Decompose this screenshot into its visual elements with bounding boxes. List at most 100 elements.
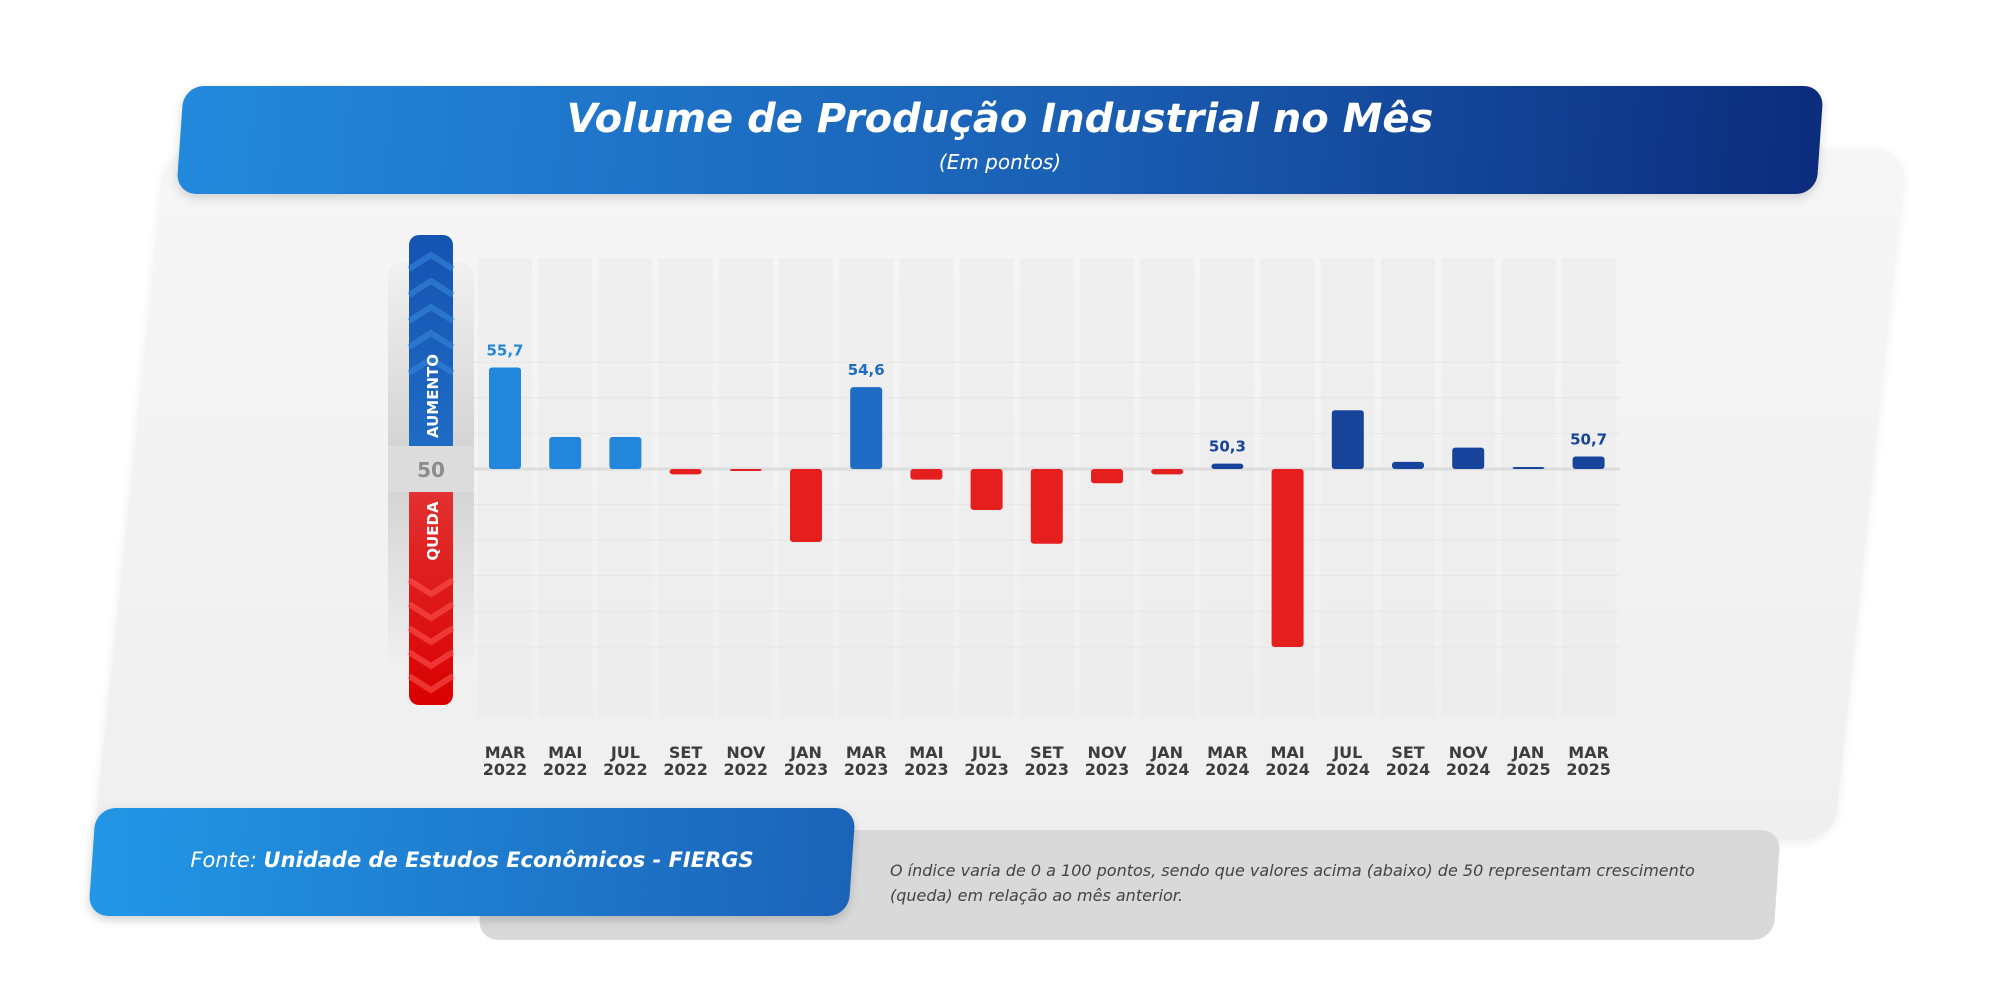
column-stripe	[1561, 258, 1616, 718]
bar	[790, 469, 822, 542]
chevron-down-icon	[407, 601, 455, 622]
x-tick-year: 2023	[1025, 760, 1070, 779]
chevron-down-icon	[407, 649, 455, 670]
column-stripe	[1200, 258, 1255, 718]
x-axis-labels: MAR2022MAI2022JUL2022SET2022NOV2022JAN20…	[483, 743, 1611, 779]
chevron-up-icon	[407, 251, 455, 272]
column-stripe	[899, 258, 954, 718]
chart-subtitle: (Em pontos)	[938, 150, 1062, 174]
column-stripe	[1140, 258, 1195, 718]
scale-indicator: 50 AUMENTO QUEDA	[388, 235, 474, 705]
gridlines	[474, 361, 1620, 648]
x-tick-year: 2023	[904, 760, 949, 779]
column-stripe	[718, 258, 773, 718]
bar	[1030, 469, 1063, 544]
bar	[489, 367, 521, 469]
scale-down-label: QUEDA	[424, 501, 442, 561]
x-tick-year: 2022	[483, 760, 528, 779]
column-stripe	[1320, 258, 1375, 718]
bar	[970, 469, 1003, 510]
chevron-down-icon	[407, 673, 455, 694]
chart-title: Volume de Produção Industrial no Mês	[566, 96, 1434, 142]
x-tick-year: 2024	[1145, 760, 1190, 779]
x-tick-month: JAN	[1150, 743, 1183, 762]
chevron-down-icon	[407, 577, 455, 598]
chevron-up-icon	[407, 277, 455, 298]
column-stripe	[1080, 258, 1134, 718]
column-stripe	[1441, 258, 1496, 718]
data-labels: 55,7 54,6 50,3 50,7	[486, 342, 1607, 456]
column-stripe	[658, 258, 713, 718]
data-label: 54,6	[848, 361, 885, 379]
x-tick-month: NOV	[726, 743, 766, 762]
x-tick-month: MAI	[548, 743, 582, 762]
column-stripes	[478, 258, 1616, 718]
x-tick-month: SET	[669, 743, 702, 762]
chevron-up-icon	[407, 355, 455, 376]
bar	[850, 387, 883, 469]
source-text: Fonte: Unidade de Estudos Econômicos - F…	[92, 848, 852, 872]
column-stripe	[478, 258, 532, 718]
bar	[1331, 410, 1364, 469]
x-tick-month: MAR	[485, 743, 526, 762]
x-tick-year: 2024	[1326, 760, 1371, 779]
chevron-down-icon	[407, 625, 455, 646]
data-label: 55,7	[486, 342, 523, 360]
x-tick-month: SET	[1030, 743, 1063, 762]
scale-center-box	[388, 446, 474, 492]
column-stripe	[1381, 258, 1435, 718]
x-tick-year: 2024	[1205, 760, 1250, 779]
x-tick-year: 2022	[543, 760, 588, 779]
column-stripe	[839, 258, 894, 718]
scale-center-label: 50	[417, 458, 445, 482]
column-stripe	[1501, 258, 1556, 718]
bars	[489, 367, 1605, 647]
x-tick-month: MAR	[1568, 743, 1609, 762]
x-tick-year: 2025	[1506, 760, 1551, 779]
x-tick-month: JAN	[1512, 743, 1545, 762]
scale-chevrons	[407, 251, 455, 694]
x-tick-year: 2023	[964, 760, 1009, 779]
bar	[549, 436, 582, 469]
scale-up-label: AUMENTO	[424, 354, 442, 438]
bar	[1211, 463, 1244, 469]
source-name: Unidade de Estudos Econômicos - FIERGS	[263, 848, 754, 872]
x-tick-month: JUL	[610, 743, 640, 762]
bar	[1512, 467, 1545, 469]
bar	[1392, 461, 1424, 469]
column-stripe	[598, 258, 653, 718]
bar	[1151, 469, 1184, 475]
bar	[669, 469, 702, 475]
x-tick-month: MAI	[909, 743, 943, 762]
x-tick-month: NOV	[1449, 743, 1489, 762]
x-tick-month: JUL	[971, 743, 1001, 762]
x-tick-month: MAR	[1207, 743, 1248, 762]
chevron-up-icon	[407, 303, 455, 324]
bar	[609, 436, 642, 469]
data-label: 50,3	[1209, 438, 1246, 456]
x-tick-month: JUL	[1332, 743, 1362, 762]
x-tick-year: 2024	[1446, 760, 1491, 779]
x-tick-year: 2023	[1085, 760, 1130, 779]
source-prefix: Fonte:	[190, 848, 257, 872]
column-stripe	[538, 258, 593, 718]
x-tick-month: SET	[1391, 743, 1424, 762]
bar	[729, 469, 762, 471]
bar	[1452, 447, 1485, 469]
x-tick-month: JAN	[789, 743, 822, 762]
chevron-up-icon	[407, 329, 455, 350]
x-tick-year: 2025	[1566, 760, 1611, 779]
x-tick-month: MAR	[846, 743, 887, 762]
note-text: O índice varia de 0 a 100 pontos, sendo …	[890, 861, 1695, 905]
bar	[1091, 469, 1123, 484]
x-tick-year: 2022	[663, 760, 708, 779]
x-tick-month: NOV	[1088, 743, 1128, 762]
x-tick-year: 2023	[844, 760, 889, 779]
x-tick-year: 2024	[1386, 760, 1431, 779]
bar	[1572, 456, 1605, 469]
x-tick-year: 2022	[724, 760, 769, 779]
x-tick-month: MAI	[1270, 743, 1304, 762]
x-tick-year: 2023	[784, 760, 829, 779]
x-tick-year: 2022	[603, 760, 648, 779]
